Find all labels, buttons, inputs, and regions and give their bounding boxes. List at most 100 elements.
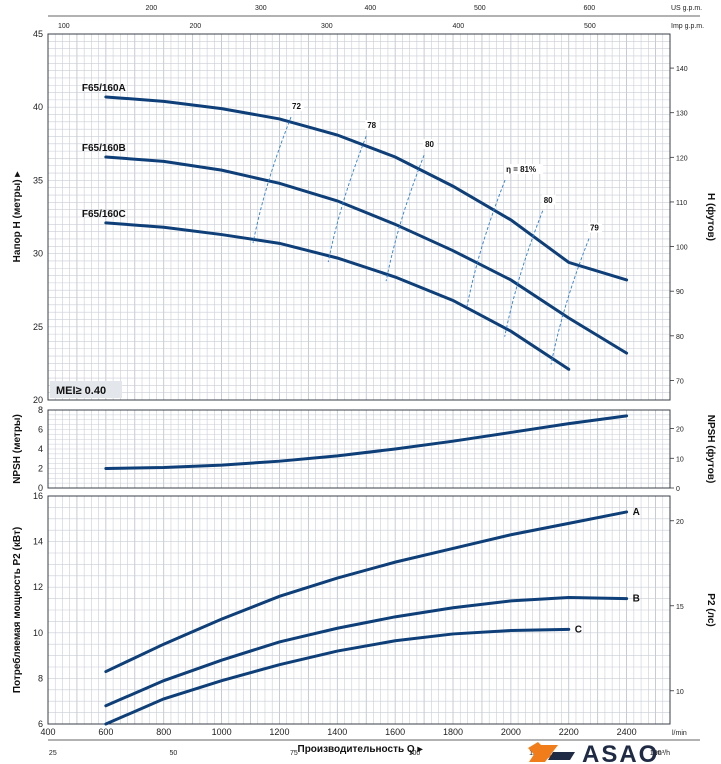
right-tick-label: 0 bbox=[676, 486, 680, 493]
y-tick-label: 4 bbox=[38, 444, 43, 454]
plot-frame bbox=[47, 33, 671, 401]
top-tick-label: 500 bbox=[584, 23, 596, 30]
curve-label: F65/160A bbox=[82, 83, 126, 94]
y-tick-label: 0 bbox=[38, 483, 43, 493]
right-tick-label: 10 bbox=[676, 689, 684, 696]
efficiency-label: η = 81% bbox=[506, 165, 536, 174]
curve-label: C bbox=[575, 624, 582, 635]
top-tick-label: 400 bbox=[453, 23, 465, 30]
efficiency-label-bg bbox=[365, 120, 380, 131]
right-tick-label: 100 bbox=[676, 245, 688, 252]
y-tick-label: 40 bbox=[33, 102, 43, 112]
y-tick-label: 6 bbox=[38, 425, 43, 435]
top-axis-unit: US g.p.m. bbox=[671, 5, 702, 12]
top-tick-label: 200 bbox=[189, 23, 201, 30]
y-tick-label: 20 bbox=[33, 395, 43, 405]
top-tick-label: 100 bbox=[58, 23, 70, 30]
x-tick-label: 1000 bbox=[212, 727, 232, 737]
efficiency-label-bg bbox=[423, 139, 438, 150]
logo-text: ASAO bbox=[582, 741, 659, 764]
top-tick-label: 500 bbox=[474, 5, 486, 12]
efficiency-label-bg bbox=[290, 101, 305, 112]
x-tick-label: 1200 bbox=[269, 727, 289, 737]
y-axis-label: Напор H (метры) ▸ bbox=[12, 171, 23, 263]
logo-mark-part bbox=[529, 745, 558, 762]
efficiency-label: 80 bbox=[544, 196, 553, 205]
efficiency-isoline bbox=[466, 179, 506, 307]
curve-head-1 bbox=[104, 155, 629, 355]
top-tick-label: 400 bbox=[364, 5, 376, 12]
right-tick-label: 15 bbox=[676, 604, 684, 611]
curve-head-2 bbox=[104, 221, 571, 371]
x2-tick-label: 75 bbox=[290, 750, 298, 757]
plot-frame bbox=[47, 495, 671, 725]
plot-frame bbox=[47, 409, 671, 489]
right-tick-label: 70 bbox=[676, 378, 684, 385]
y-tick-label: 30 bbox=[33, 249, 43, 259]
mei-box bbox=[50, 381, 122, 398]
y-tick-label: 25 bbox=[33, 322, 43, 332]
y-axis-label: Потребляемая мощность P2 (кВт) bbox=[11, 527, 23, 693]
top-tick-label: 600 bbox=[584, 5, 596, 12]
mei-annotation: MEI≥ 0.40 bbox=[56, 385, 106, 397]
y-tick-label: 8 bbox=[38, 673, 43, 683]
top-axis-unit: Imp g.p.m. bbox=[671, 23, 704, 30]
right-tick-label: 10 bbox=[676, 456, 684, 463]
y-tick-label: 2 bbox=[38, 464, 43, 474]
efficiency-label: 80 bbox=[425, 140, 434, 149]
y-tick-label: 45 bbox=[33, 29, 43, 39]
x2-axis-unit: m³/h bbox=[656, 750, 670, 757]
efficiency-label: 79 bbox=[590, 224, 599, 233]
x-tick-label: 2000 bbox=[501, 727, 521, 737]
right-tick-label: 80 bbox=[676, 334, 684, 341]
y-tick-label: 16 bbox=[33, 491, 43, 501]
y-tick-label: 12 bbox=[33, 582, 43, 592]
y-tick-label: 8 bbox=[38, 405, 43, 415]
curve-power-1 bbox=[104, 595, 629, 708]
right-tick-label: 20 bbox=[676, 427, 684, 434]
efficiency-isoline bbox=[385, 154, 425, 282]
x-tick-label: 800 bbox=[156, 727, 171, 737]
x-tick-label: 1800 bbox=[443, 727, 463, 737]
y-axis-label: NPSH (метры) bbox=[12, 414, 23, 484]
efficiency-isoline bbox=[504, 210, 544, 337]
efficiency-isoline bbox=[252, 116, 292, 244]
x-axis-unit: l/min bbox=[672, 730, 687, 737]
curve-label: A bbox=[633, 507, 640, 518]
curve-power-0 bbox=[104, 510, 629, 674]
y-tick-label: 10 bbox=[33, 628, 43, 638]
x-tick-label: 1600 bbox=[385, 727, 405, 737]
curve-label: F65/160C bbox=[82, 209, 126, 220]
x-tick-label: 600 bbox=[98, 727, 113, 737]
asao-logo: ASAO bbox=[528, 741, 659, 764]
right-tick-label: 140 bbox=[676, 66, 688, 73]
top-tick-label: 300 bbox=[255, 5, 267, 12]
top-tick-label: 300 bbox=[321, 23, 333, 30]
efficiency-isoline bbox=[550, 238, 590, 365]
right-tick-label: 130 bbox=[676, 111, 688, 118]
efficiency-label: 72 bbox=[292, 102, 301, 111]
efficiency-isoline bbox=[327, 135, 367, 263]
x-tick-label: 2400 bbox=[617, 727, 637, 737]
y-tick-label: 6 bbox=[38, 719, 43, 729]
x2-tick-label: 150 bbox=[650, 750, 662, 757]
top-tick-label: 200 bbox=[145, 5, 157, 12]
x-tick-label: 400 bbox=[40, 727, 55, 737]
efficiency-label-bg bbox=[504, 164, 544, 175]
efficiency-label: 78 bbox=[367, 121, 376, 130]
y-tick-label: 35 bbox=[33, 175, 43, 185]
x-tick-label: 1400 bbox=[327, 727, 347, 737]
x-axis-label: Производительность Q ▸ bbox=[298, 744, 424, 755]
efficiency-label-bg bbox=[541, 194, 556, 205]
curve-label: B bbox=[633, 594, 640, 605]
curve-power-2 bbox=[104, 627, 571, 726]
x2-tick-label: 50 bbox=[169, 750, 177, 757]
efficiency-label-bg bbox=[587, 222, 602, 233]
x-tick-label: 2200 bbox=[559, 727, 579, 737]
right-tick-label: 20 bbox=[676, 519, 684, 526]
x2-tick-label: 25 bbox=[49, 750, 57, 757]
curve-head-0 bbox=[104, 95, 629, 282]
curve-label: F65/160B bbox=[82, 143, 126, 154]
y-axis-label-right: NPSH (футов) bbox=[705, 415, 717, 484]
